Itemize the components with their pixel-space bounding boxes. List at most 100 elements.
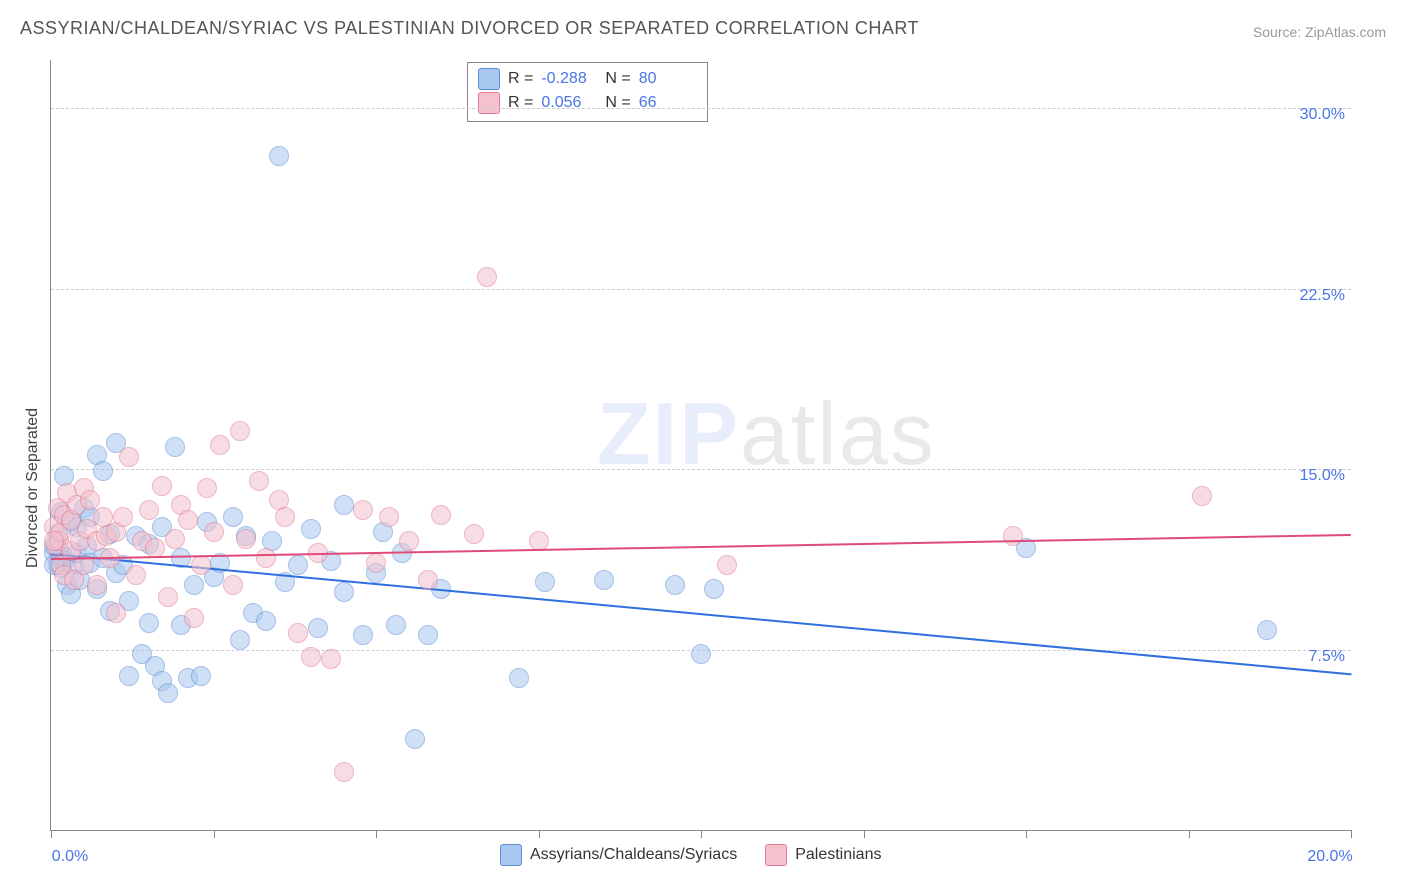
gridline — [51, 289, 1351, 290]
n-label: N = — [605, 91, 630, 115]
data-point-assyrians — [93, 461, 113, 481]
data-point-palestinians — [139, 500, 159, 520]
data-point-palestinians — [119, 447, 139, 467]
watermark: ZIPatlas — [597, 383, 936, 485]
data-point-palestinians — [256, 548, 276, 568]
x-tick-mark — [1026, 830, 1027, 838]
data-point-palestinians — [353, 500, 373, 520]
data-point-palestinians — [113, 507, 133, 527]
data-point-palestinians — [126, 565, 146, 585]
legend-item-assyrians: Assyrians/Chaldeans/Syriacs — [500, 844, 737, 866]
n-label: N = — [605, 67, 630, 91]
x-tick-mark — [1351, 830, 1352, 838]
data-point-palestinians — [321, 649, 341, 669]
data-point-palestinians — [106, 603, 126, 623]
gridline — [51, 108, 1351, 109]
legend-item-palestinians: Palestinians — [765, 844, 881, 866]
legend-stats: R = -0.288 N = 80 R = 0.056 N = 66 — [467, 62, 708, 122]
data-point-assyrians — [301, 519, 321, 539]
data-point-assyrians — [334, 495, 354, 515]
data-point-palestinians — [366, 553, 386, 573]
x-tick-mark — [539, 830, 540, 838]
y-tick-label: 15.0% — [1290, 467, 1345, 485]
data-point-assyrians — [665, 575, 685, 595]
data-point-palestinians — [334, 762, 354, 782]
data-point-palestinians — [223, 575, 243, 595]
chart-container: ASSYRIAN/CHALDEAN/SYRIAC VS PALESTINIAN … — [0, 0, 1406, 892]
data-point-assyrians — [184, 575, 204, 595]
legend-swatch-palestinians — [478, 92, 500, 114]
r-value: -0.288 — [541, 67, 597, 91]
data-point-assyrians — [1257, 620, 1277, 640]
gridline — [51, 469, 1351, 470]
data-point-assyrians — [509, 668, 529, 688]
data-point-palestinians — [301, 647, 321, 667]
x-tick-mark — [51, 830, 52, 838]
r-label: R = — [508, 67, 533, 91]
data-point-assyrians — [386, 615, 406, 635]
n-value: 66 — [639, 91, 695, 115]
data-point-palestinians — [184, 608, 204, 628]
data-point-palestinians — [288, 623, 308, 643]
data-point-assyrians — [139, 613, 159, 633]
y-tick-label: 22.5% — [1290, 287, 1345, 305]
data-point-palestinians — [210, 435, 230, 455]
plot-area: ZIPatlas R = -0.288 N = 80 R = 0.056 N = 66 — [50, 60, 1351, 831]
legend-stats-row-assyrians: R = -0.288 N = 80 — [478, 67, 695, 91]
data-point-palestinians — [249, 471, 269, 491]
data-point-assyrians — [691, 644, 711, 664]
data-point-palestinians — [418, 570, 438, 590]
data-point-palestinians — [178, 510, 198, 530]
x-tick-mark — [214, 830, 215, 838]
data-point-palestinians — [717, 555, 737, 575]
legend-stats-row-palestinians: R = 0.056 N = 66 — [478, 91, 695, 115]
data-point-assyrians — [704, 579, 724, 599]
data-point-palestinians — [87, 575, 107, 595]
data-point-assyrians — [594, 570, 614, 590]
data-point-assyrians — [256, 611, 276, 631]
data-point-palestinians — [152, 476, 172, 496]
legend-swatch-assyrians — [500, 844, 522, 866]
x-tick-mark — [864, 830, 865, 838]
data-point-palestinians — [236, 529, 256, 549]
legend-swatch-palestinians — [765, 844, 787, 866]
data-point-palestinians — [464, 524, 484, 544]
chart-title: ASSYRIAN/CHALDEAN/SYRIAC VS PALESTINIAN … — [20, 18, 919, 39]
data-point-palestinians — [158, 587, 178, 607]
x-tick-mark — [701, 830, 702, 838]
data-point-palestinians — [275, 507, 295, 527]
data-point-assyrians — [191, 666, 211, 686]
data-point-palestinians — [1003, 526, 1023, 546]
data-point-assyrians — [405, 729, 425, 749]
data-point-assyrians — [165, 437, 185, 457]
x-tick-label-max: 20.0% — [1307, 848, 1352, 866]
r-value: 0.056 — [541, 91, 597, 115]
data-point-assyrians — [158, 683, 178, 703]
data-point-palestinians — [197, 478, 217, 498]
data-point-palestinians — [399, 531, 419, 551]
source-label: Source: ZipAtlas.com — [1253, 24, 1386, 40]
data-point-assyrians — [223, 507, 243, 527]
data-point-palestinians — [44, 531, 64, 551]
data-point-palestinians — [165, 529, 185, 549]
x-tick-mark — [376, 830, 377, 838]
data-point-assyrians — [353, 625, 373, 645]
data-point-palestinians — [191, 555, 211, 575]
source-prefix: Source: — [1253, 24, 1305, 40]
source-link[interactable]: ZipAtlas.com — [1305, 24, 1386, 40]
y-axis-title: Divorced or Separated — [24, 408, 42, 568]
data-point-assyrians — [119, 666, 139, 686]
data-point-palestinians — [379, 507, 399, 527]
legend-label: Assyrians/Chaldeans/Syriacs — [530, 846, 737, 864]
n-value: 80 — [639, 67, 695, 91]
legend-label: Palestinians — [795, 846, 881, 864]
data-point-palestinians — [1192, 486, 1212, 506]
data-point-assyrians — [418, 625, 438, 645]
legend-swatch-assyrians — [478, 68, 500, 90]
data-point-palestinians — [80, 490, 100, 510]
data-point-assyrians — [308, 618, 328, 638]
x-tick-label-min: 0.0% — [52, 848, 88, 866]
r-label: R = — [508, 91, 533, 115]
data-point-assyrians — [535, 572, 555, 592]
data-point-palestinians — [431, 505, 451, 525]
